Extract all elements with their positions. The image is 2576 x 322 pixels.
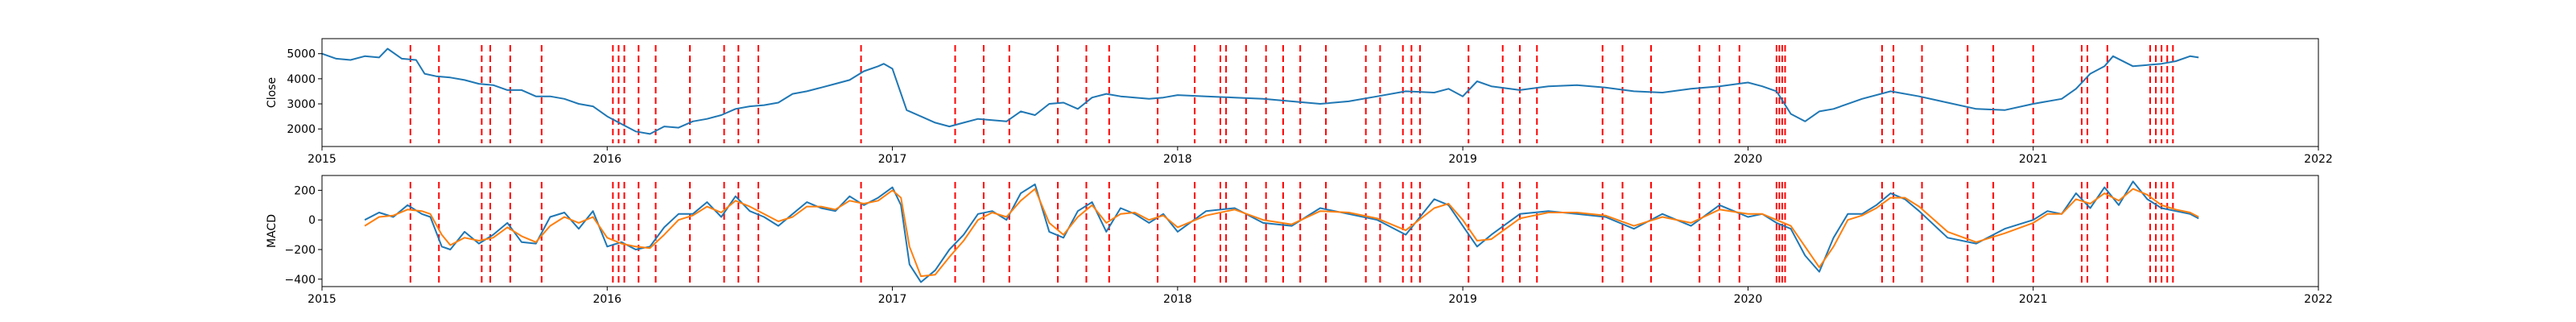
macd-x-tick-label: 2016	[592, 293, 621, 306]
close-y-ticks: 2000 3000 4000 5000	[287, 48, 322, 136]
close-x-tick-label: 2018	[1163, 153, 1192, 166]
close-x-tick-label: 2021	[2019, 153, 2048, 166]
close-series-lines	[321, 47, 2199, 135]
close-series-line-0	[321, 47, 2199, 135]
macd-ylabel: MACD	[266, 214, 279, 248]
macd-axes-frame	[321, 175, 2319, 287]
macd-series-line-0	[364, 180, 2199, 283]
close-y-tick-label: 2000	[287, 123, 316, 136]
macd-x-tick-label: 2022	[2304, 293, 2333, 306]
close-x-tick-label: 2019	[1448, 153, 1477, 166]
close-y-tick-label: 5000	[287, 48, 316, 61]
close-x-tick-label: 2015	[308, 153, 336, 166]
close-x-tick-label: 2022	[2304, 153, 2333, 166]
macd-series-line-1	[364, 188, 2199, 278]
close-ylabel: Close	[266, 77, 279, 108]
close-event-lines	[409, 45, 2174, 143]
macd-x-tick-label: 2019	[1448, 293, 1477, 306]
macd-series-lines	[364, 180, 2199, 283]
close-y-tick-label: 3000	[287, 98, 316, 111]
macd-y-tick-label: 0	[308, 214, 316, 227]
close-x-tick-label: 2017	[878, 153, 907, 166]
close-axes-frame	[321, 38, 2319, 147]
macd-panel: 2015 2016 2017 2018 2019 2020 2021 2022 −400 −20…	[266, 175, 2333, 306]
close-y-tick-label: 4000	[287, 73, 316, 86]
macd-x-tick-label: 2017	[878, 293, 907, 306]
macd-x-ticks: 2015 2016 2017 2018 2019 2020 2021 2022	[308, 287, 2333, 306]
close-x-ticks: 2015 2016 2017 2018 2019 2020 2021 2022	[308, 147, 2333, 166]
macd-y-tick-label: −200	[285, 244, 316, 257]
macd-x-tick-label: 2015	[308, 293, 336, 306]
close-x-tick-label: 2020	[1734, 153, 1763, 166]
macd-y-ticks: −400 −200 0 200	[285, 184, 322, 287]
macd-x-tick-label: 2020	[1734, 293, 1763, 306]
close-panel: 2015 2016 2017 2018 2019 2020 2021 2022 2000 300…	[266, 38, 2333, 166]
macd-y-tick-label: −400	[285, 274, 316, 287]
macd-x-tick-label: 2021	[2019, 293, 2048, 306]
close-x-tick-label: 2016	[592, 153, 621, 166]
macd-x-tick-label: 2018	[1163, 293, 1192, 306]
macd-y-tick-label: 200	[294, 184, 316, 197]
